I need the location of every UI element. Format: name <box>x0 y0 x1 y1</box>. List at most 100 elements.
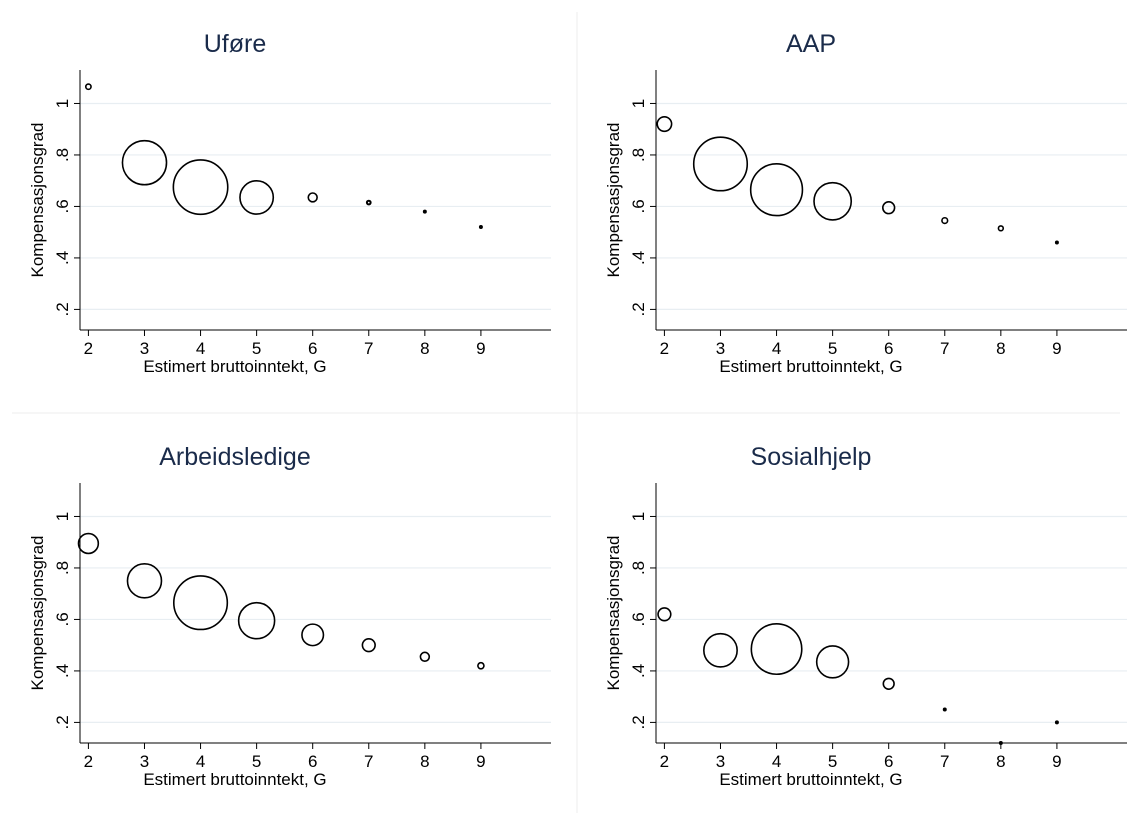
y-tick-label: .2 <box>629 715 648 729</box>
x-tick-label: 5 <box>252 339 261 358</box>
data-point <box>941 216 949 225</box>
y-tick-label: .2 <box>53 715 72 729</box>
x-axis-label: Estimert bruttoinntekt, G <box>143 770 326 789</box>
y-tick-label: 1 <box>53 99 72 108</box>
data-point <box>301 623 325 647</box>
y-tick-label: .4 <box>53 664 72 678</box>
data-point <box>419 651 431 662</box>
y-tick-label: 1 <box>629 99 648 108</box>
y-tick-label: .8 <box>53 148 72 162</box>
y-tick-label: .8 <box>629 148 648 162</box>
chart-panel-1: Uføre .2 .4 .6 .8 1 2 3 4 5 6 7 8 9 Estimert bruttoinn… <box>28 30 551 376</box>
data-point <box>656 116 673 133</box>
chart-title: Arbeidsledige <box>159 443 311 471</box>
chart-title: AAP <box>786 30 836 58</box>
y-tick-label: .6 <box>629 612 648 626</box>
chart-panel-4: Sosialhjelp .2 .4 .6 .8 1 2 3 4 5 6 7 8 9 Estimert bru… <box>604 443 1127 789</box>
data-point <box>77 532 100 555</box>
x-tick-label: 3 <box>140 339 149 358</box>
x-tick-label: 3 <box>716 339 725 358</box>
x-axis-label: Estimert bruttoinntekt, G <box>143 357 326 376</box>
x-tick-label: 5 <box>828 752 837 771</box>
data-point <box>126 563 163 599</box>
x-tick-label: 7 <box>940 752 949 771</box>
y-tick-label: .4 <box>53 251 72 265</box>
x-tick-label: 8 <box>996 752 1005 771</box>
data-point <box>84 83 92 91</box>
data-point <box>307 192 318 203</box>
x-tick-label: 3 <box>140 752 149 771</box>
data-point <box>815 645 850 679</box>
chart-title: Sosialhjelp <box>751 443 872 471</box>
data-point <box>1054 720 1059 725</box>
y-tick-label: 1 <box>629 512 648 521</box>
y-tick-label: .4 <box>629 251 648 265</box>
data-point <box>237 601 276 640</box>
x-tick-label: 6 <box>884 752 893 771</box>
y-tick-label: .6 <box>53 199 72 213</box>
y-tick-label: .2 <box>629 302 648 316</box>
x-tick-label: 2 <box>660 339 669 358</box>
x-axis-label: Estimert bruttoinntekt, G <box>719 770 902 789</box>
x-tick-label: 7 <box>364 752 373 771</box>
x-tick-label: 8 <box>996 339 1005 358</box>
y-tick-label: .2 <box>53 302 72 316</box>
data-point <box>477 661 485 670</box>
x-tick-label: 4 <box>772 339 781 358</box>
data-point <box>882 677 895 690</box>
x-tick-label: 4 <box>772 752 781 771</box>
y-tick-label: 1 <box>53 512 72 521</box>
y-tick-label: .8 <box>629 561 648 575</box>
data-point <box>1054 240 1059 245</box>
data-point <box>121 139 168 186</box>
x-tick-label: 8 <box>420 752 429 771</box>
data-point <box>172 575 229 631</box>
x-tick-label: 9 <box>1052 752 1061 771</box>
x-tick-label: 4 <box>196 339 205 358</box>
x-tick-label: 2 <box>84 752 93 771</box>
data-point <box>692 136 749 192</box>
x-tick-label: 5 <box>828 339 837 358</box>
y-tick-label: .4 <box>629 664 648 678</box>
chart-panel-3: Arbeidsledige .2 .4 .6 .8 1 2 3 4 5 6 7 8 9 Estimert b… <box>28 443 551 789</box>
y-tick-label: .8 <box>53 561 72 575</box>
data-point <box>657 607 672 622</box>
y-axis-label: Kompensasjonsgrad <box>28 536 47 691</box>
y-axis-label: Kompensasjonsgrad <box>604 536 623 691</box>
x-tick-label: 7 <box>940 339 949 358</box>
x-tick-label: 4 <box>196 752 205 771</box>
x-tick-label: 6 <box>308 339 317 358</box>
data-point <box>882 201 896 215</box>
y-tick-label: .6 <box>629 199 648 213</box>
chart-panel-2: AAP .2 .4 .6 .8 1 2 3 4 5 6 7 8 9 Estimert bruttoinnte… <box>604 30 1127 376</box>
x-tick-label: 7 <box>364 339 373 358</box>
y-axis-label: Kompensasjonsgrad <box>28 123 47 278</box>
data-point <box>172 159 229 216</box>
data-point <box>361 638 376 653</box>
data-point <box>998 741 1003 745</box>
data-point <box>422 209 427 214</box>
x-tick-label: 2 <box>84 339 93 358</box>
x-tick-label: 9 <box>476 339 485 358</box>
data-point <box>365 199 372 206</box>
y-tick-label: .6 <box>53 612 72 626</box>
data-point <box>478 225 483 230</box>
x-tick-label: 8 <box>420 339 429 358</box>
x-tick-label: 6 <box>308 752 317 771</box>
data-point <box>942 707 947 712</box>
data-point <box>703 632 738 668</box>
x-tick-label: 9 <box>1052 339 1061 358</box>
x-axis-label: Estimert bruttoinntekt, G <box>719 357 902 376</box>
data-point <box>750 623 803 676</box>
x-tick-label: 3 <box>716 752 725 771</box>
x-tick-label: 9 <box>476 752 485 771</box>
data-point <box>749 163 804 217</box>
x-tick-label: 6 <box>884 339 893 358</box>
y-axis-label: Kompensasjonsgrad <box>604 123 623 278</box>
data-point <box>997 225 1005 232</box>
x-tick-label: 2 <box>660 752 669 771</box>
x-tick-label: 5 <box>252 752 261 771</box>
chart-title: Uføre <box>204 30 267 58</box>
data-point <box>813 181 853 221</box>
